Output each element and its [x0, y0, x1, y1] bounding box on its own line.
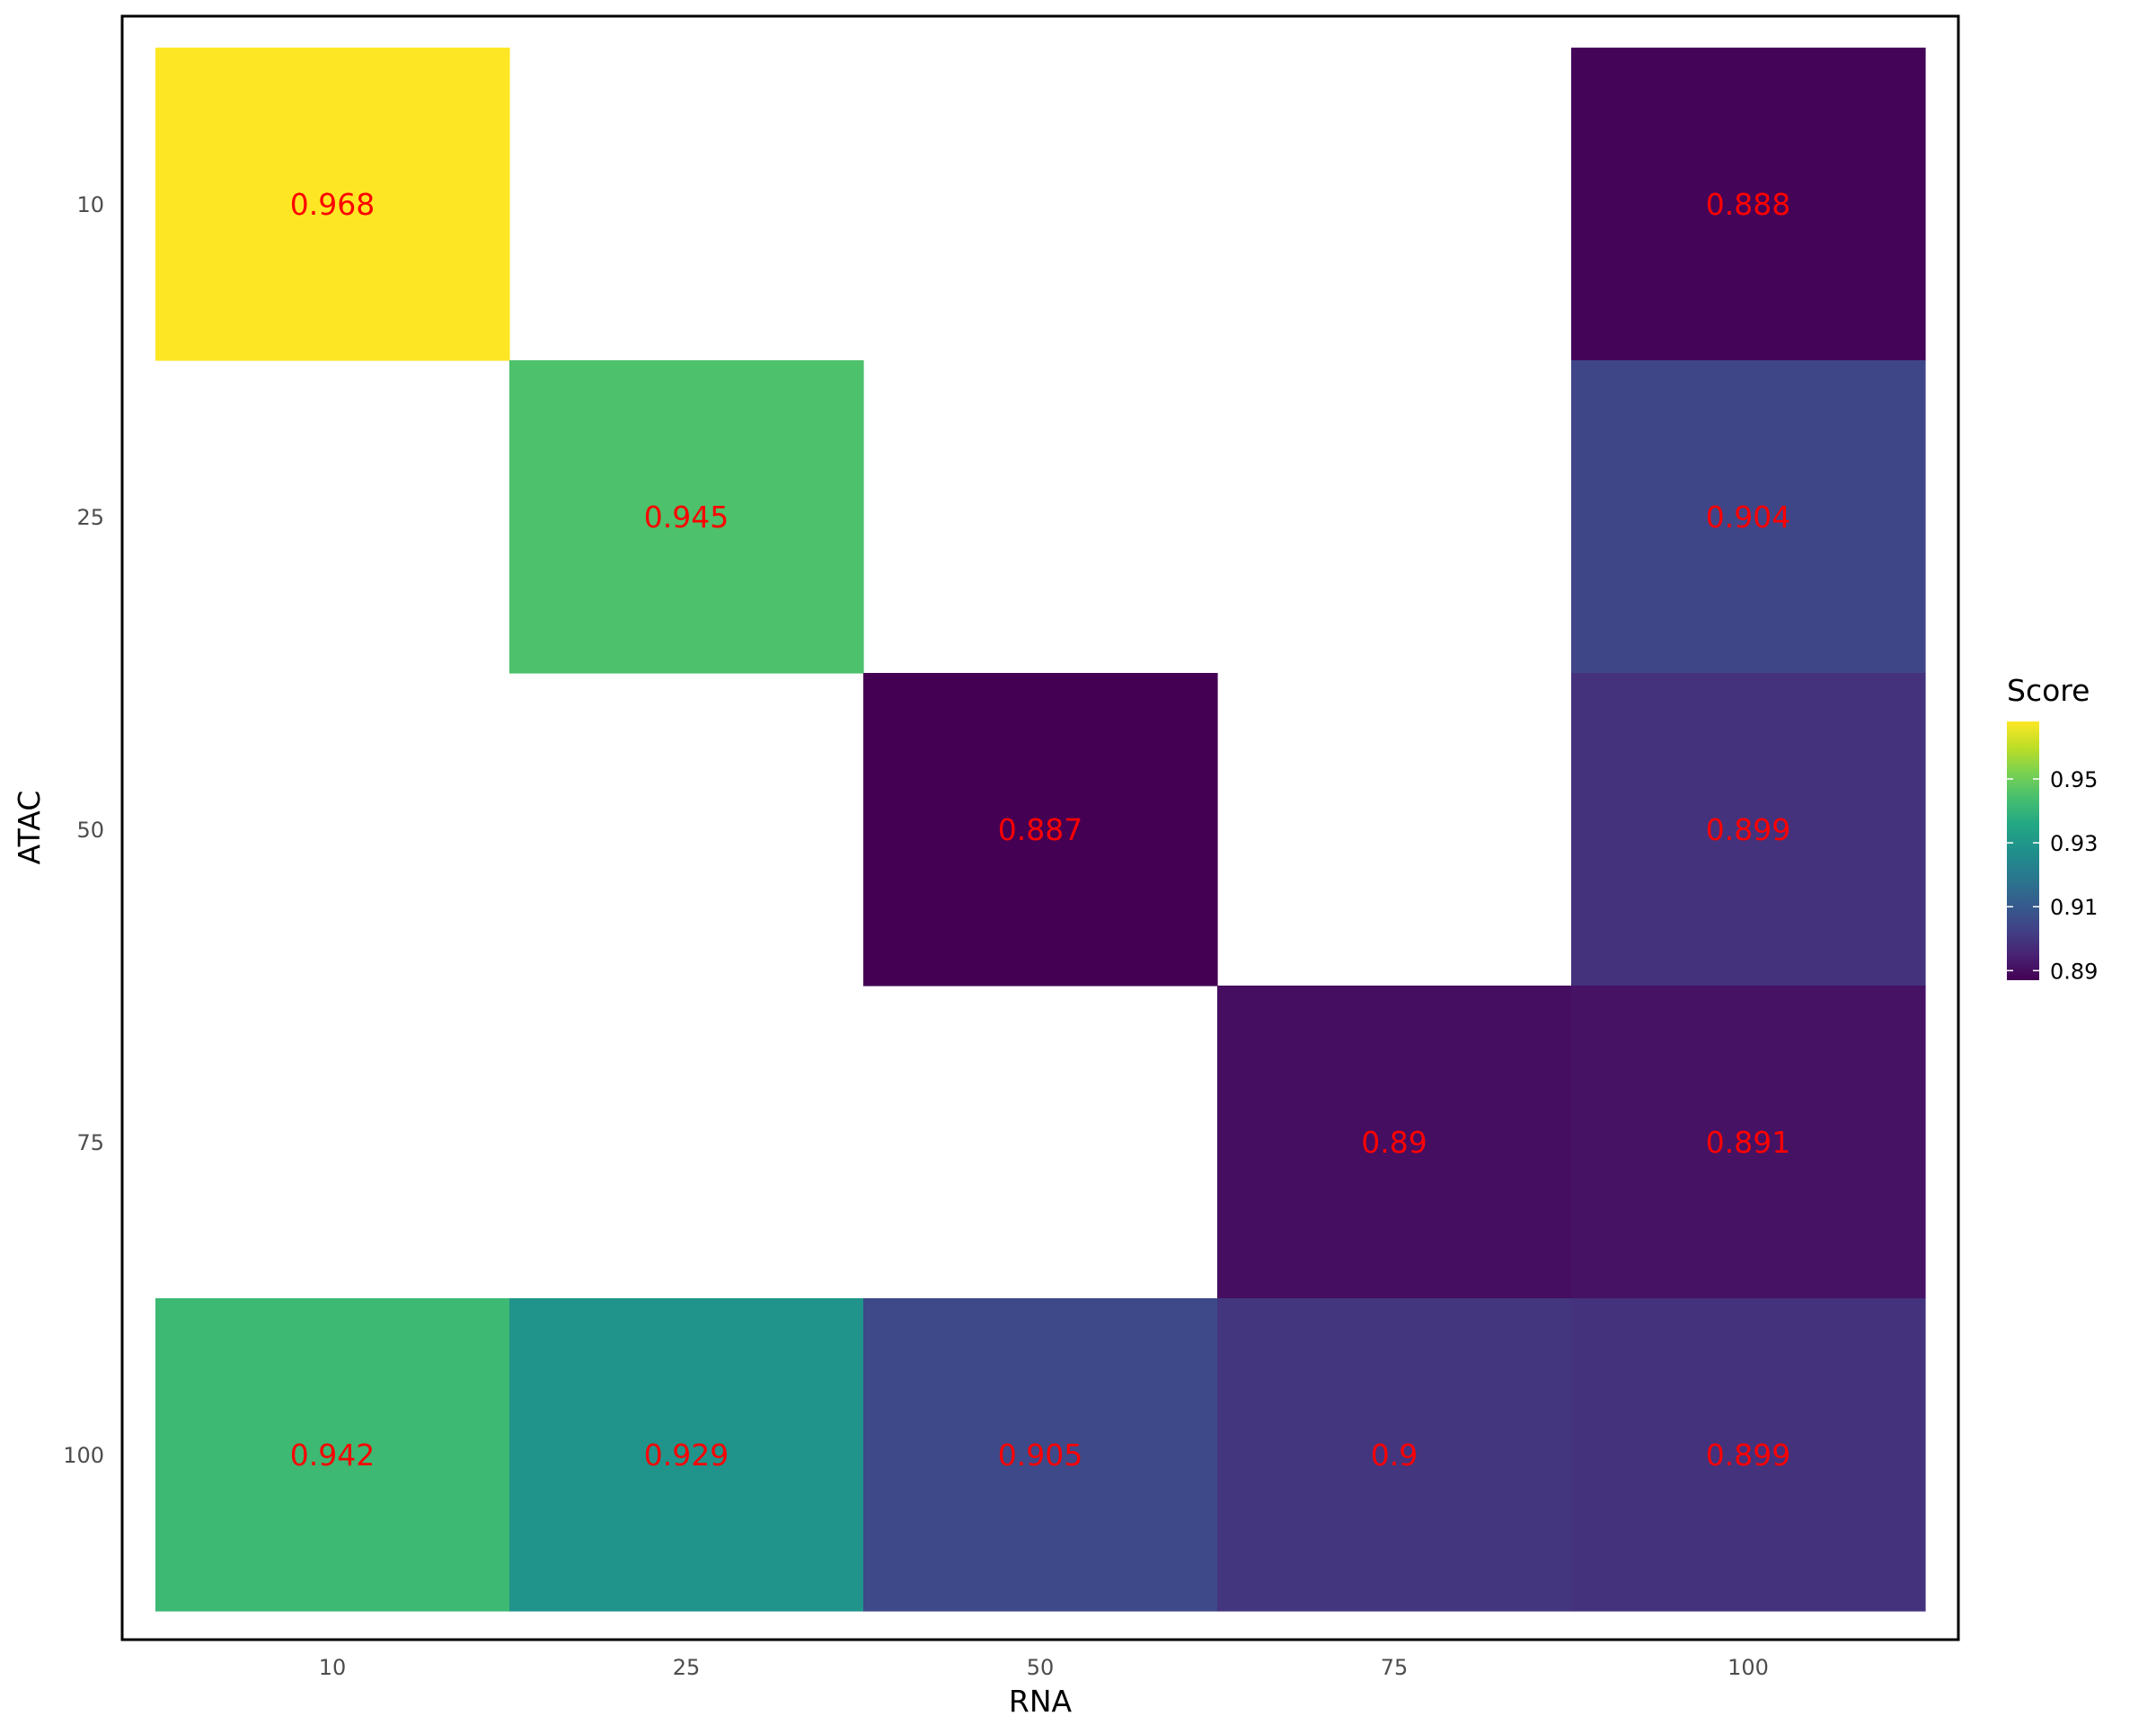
cell-value-label: 0.899 [1706, 1438, 1790, 1473]
y-tick-label: 100 [63, 1443, 104, 1468]
colorbar-tick-label: 0.89 [2050, 959, 2098, 984]
cell-value-label: 0.899 [1706, 812, 1790, 847]
y-tick-label: 75 [76, 1130, 104, 1155]
heatmap-cell [1571, 360, 1926, 674]
panel-border [120, 14, 1960, 1641]
cell-value-label: 0.904 [1706, 500, 1790, 535]
cell-value-label: 0.89 [1361, 1125, 1427, 1160]
x-axis-ticks: 10 25 50 75 100 [319, 1655, 1769, 1680]
heatmap-cell-labels: 0.968 0.888 0.945 0.904 0.887 0.899 0.89 0.891 0… [290, 187, 1790, 1473]
heatmap-cells [155, 48, 1926, 1612]
x-tick-label: 50 [1027, 1655, 1055, 1680]
x-tick-label: 100 [1727, 1655, 1769, 1680]
y-tick-label: 25 [76, 505, 104, 530]
cell-value-label: 0.9 [1371, 1438, 1418, 1473]
colorbar-tick-label: 0.95 [2050, 767, 2098, 792]
cell-value-label: 0.942 [290, 1438, 375, 1473]
colorbar-tick-label: 0.91 [2050, 895, 2098, 920]
colorbar-tick-label: 0.93 [2050, 831, 2098, 856]
colorbar-legend: Score 0.89 0.91 0.93 0.95 [2007, 673, 2098, 984]
heatmap-cell [155, 1298, 510, 1612]
y-tick-label: 10 [76, 192, 104, 217]
x-tick-label: 10 [319, 1655, 347, 1680]
heatmap-cell [863, 673, 1218, 986]
cell-value-label: 0.929 [644, 1438, 729, 1473]
x-tick-label: 25 [673, 1655, 701, 1680]
colorbar-ticks: 0.89 0.91 0.93 0.95 [2007, 767, 2098, 984]
heatmap-cell [509, 1298, 864, 1612]
y-axis-title: ATAC [12, 791, 47, 865]
x-axis-title: RNA [1009, 1684, 1073, 1719]
cell-value-label: 0.945 [644, 500, 729, 535]
heatmap-cell [1571, 986, 1926, 1299]
heatmap-cell [1217, 1298, 1572, 1612]
legend-title: Score [2007, 673, 2090, 708]
x-tick-label: 75 [1381, 1655, 1409, 1680]
heatmap-cell [1571, 673, 1926, 986]
y-axis-ticks: 10 25 50 75 100 [63, 192, 104, 1468]
heatmap-cell [1571, 48, 1926, 361]
colorbar [2007, 721, 2039, 980]
heatmap-cell [1217, 986, 1572, 1299]
heatmap-cell [155, 48, 510, 361]
heatmap-cell [863, 1298, 1218, 1612]
cell-value-label: 0.891 [1706, 1125, 1790, 1160]
heatmap-cell [1571, 1298, 1926, 1612]
cell-value-label: 0.905 [998, 1438, 1082, 1473]
y-tick-label: 50 [76, 818, 104, 843]
cell-value-label: 0.887 [998, 812, 1082, 847]
cell-value-label: 0.888 [1706, 187, 1790, 222]
heatmap-cell [509, 360, 864, 674]
cell-value-label: 0.968 [290, 187, 375, 222]
